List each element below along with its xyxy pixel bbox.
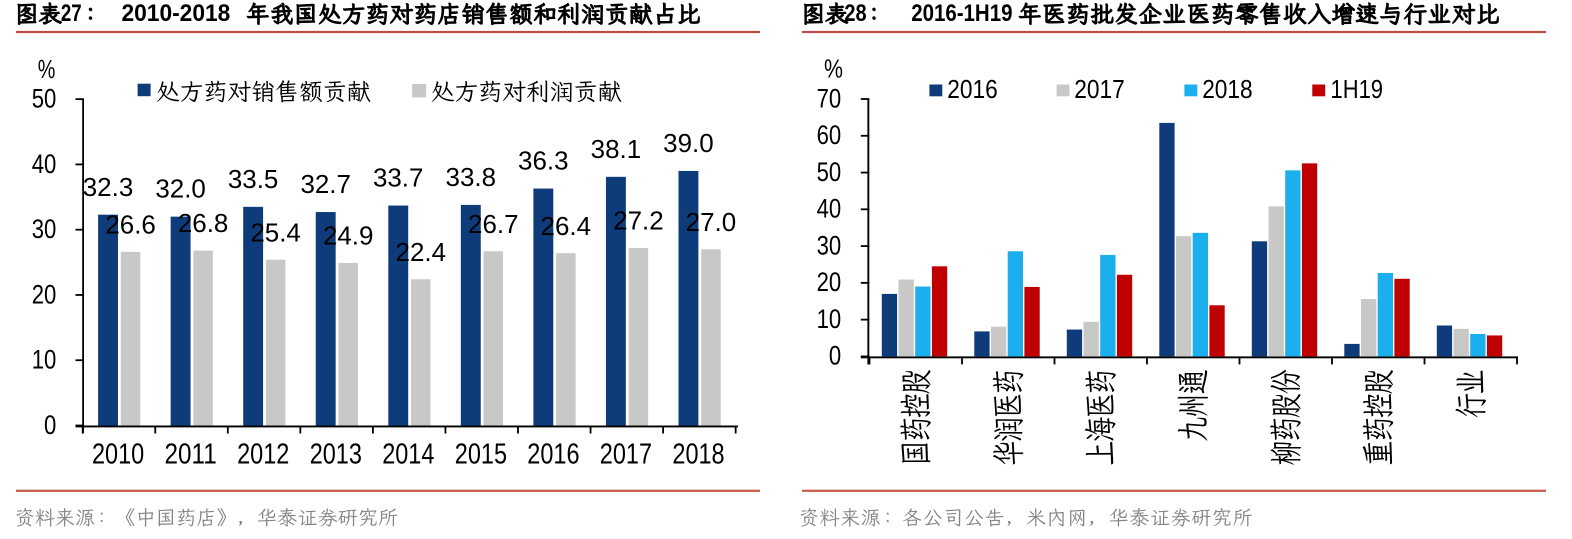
svg-text:40: 40 — [32, 149, 57, 179]
svg-text:33.5: 33.5 — [228, 164, 279, 194]
svg-text:2010: 2010 — [92, 438, 144, 470]
svg-text:0: 0 — [44, 410, 56, 440]
svg-text:2016: 2016 — [527, 438, 579, 470]
svg-text:2017: 2017 — [1074, 76, 1125, 104]
svg-text:27.2: 27.2 — [613, 206, 664, 236]
svg-text:2017: 2017 — [600, 438, 652, 470]
svg-text:26.6: 26.6 — [105, 210, 156, 240]
svg-text:2013: 2013 — [310, 438, 362, 470]
svg-text:32.3: 32.3 — [83, 172, 134, 202]
svg-text:2018: 2018 — [1202, 76, 1253, 104]
svg-text:2011: 2011 — [165, 438, 217, 470]
svg-text:20: 20 — [32, 279, 57, 309]
svg-text:10: 10 — [817, 304, 842, 334]
svg-text:70: 70 — [817, 83, 842, 113]
svg-text:50: 50 — [817, 157, 842, 187]
svg-text:36.3: 36.3 — [518, 146, 569, 176]
svg-text:2015: 2015 — [455, 438, 507, 470]
svg-text:2018: 2018 — [672, 438, 724, 470]
svg-text:26.7: 26.7 — [468, 209, 519, 239]
svg-text:24.9: 24.9 — [323, 221, 374, 251]
svg-text:0: 0 — [829, 341, 841, 371]
svg-text:32.0: 32.0 — [155, 174, 206, 204]
svg-text:26.4: 26.4 — [541, 211, 592, 241]
svg-text:32.7: 32.7 — [300, 169, 351, 199]
svg-text:60: 60 — [817, 120, 842, 150]
svg-text:39.0: 39.0 — [663, 128, 714, 158]
svg-text:2010-2018: 2010-2018 — [122, 1, 231, 27]
svg-text:22.4: 22.4 — [396, 237, 447, 267]
svg-text:27.0: 27.0 — [686, 207, 737, 237]
svg-text:20: 20 — [817, 267, 842, 297]
svg-text:50: 50 — [32, 84, 57, 114]
svg-text:38.1: 38.1 — [591, 134, 642, 164]
svg-text:40: 40 — [817, 194, 842, 224]
svg-text:2014: 2014 — [382, 438, 434, 470]
svg-text:2012: 2012 — [237, 438, 289, 470]
svg-text:27: 27 — [61, 1, 82, 27]
svg-text:33.8: 33.8 — [446, 162, 497, 192]
svg-text:2016: 2016 — [947, 76, 998, 104]
svg-text:1H19: 1H19 — [1331, 76, 1384, 104]
svg-text:28: 28 — [844, 1, 866, 27]
svg-text:10: 10 — [32, 345, 57, 375]
svg-text:2016-1H19: 2016-1H19 — [911, 1, 1012, 27]
svg-text:30: 30 — [32, 214, 57, 244]
svg-text:30: 30 — [817, 230, 842, 260]
svg-text:33.7: 33.7 — [373, 163, 424, 193]
svg-text:%: % — [38, 54, 56, 84]
svg-text:%: % — [824, 54, 843, 84]
svg-text:26.8: 26.8 — [178, 208, 229, 238]
svg-text:25.4: 25.4 — [250, 217, 301, 247]
